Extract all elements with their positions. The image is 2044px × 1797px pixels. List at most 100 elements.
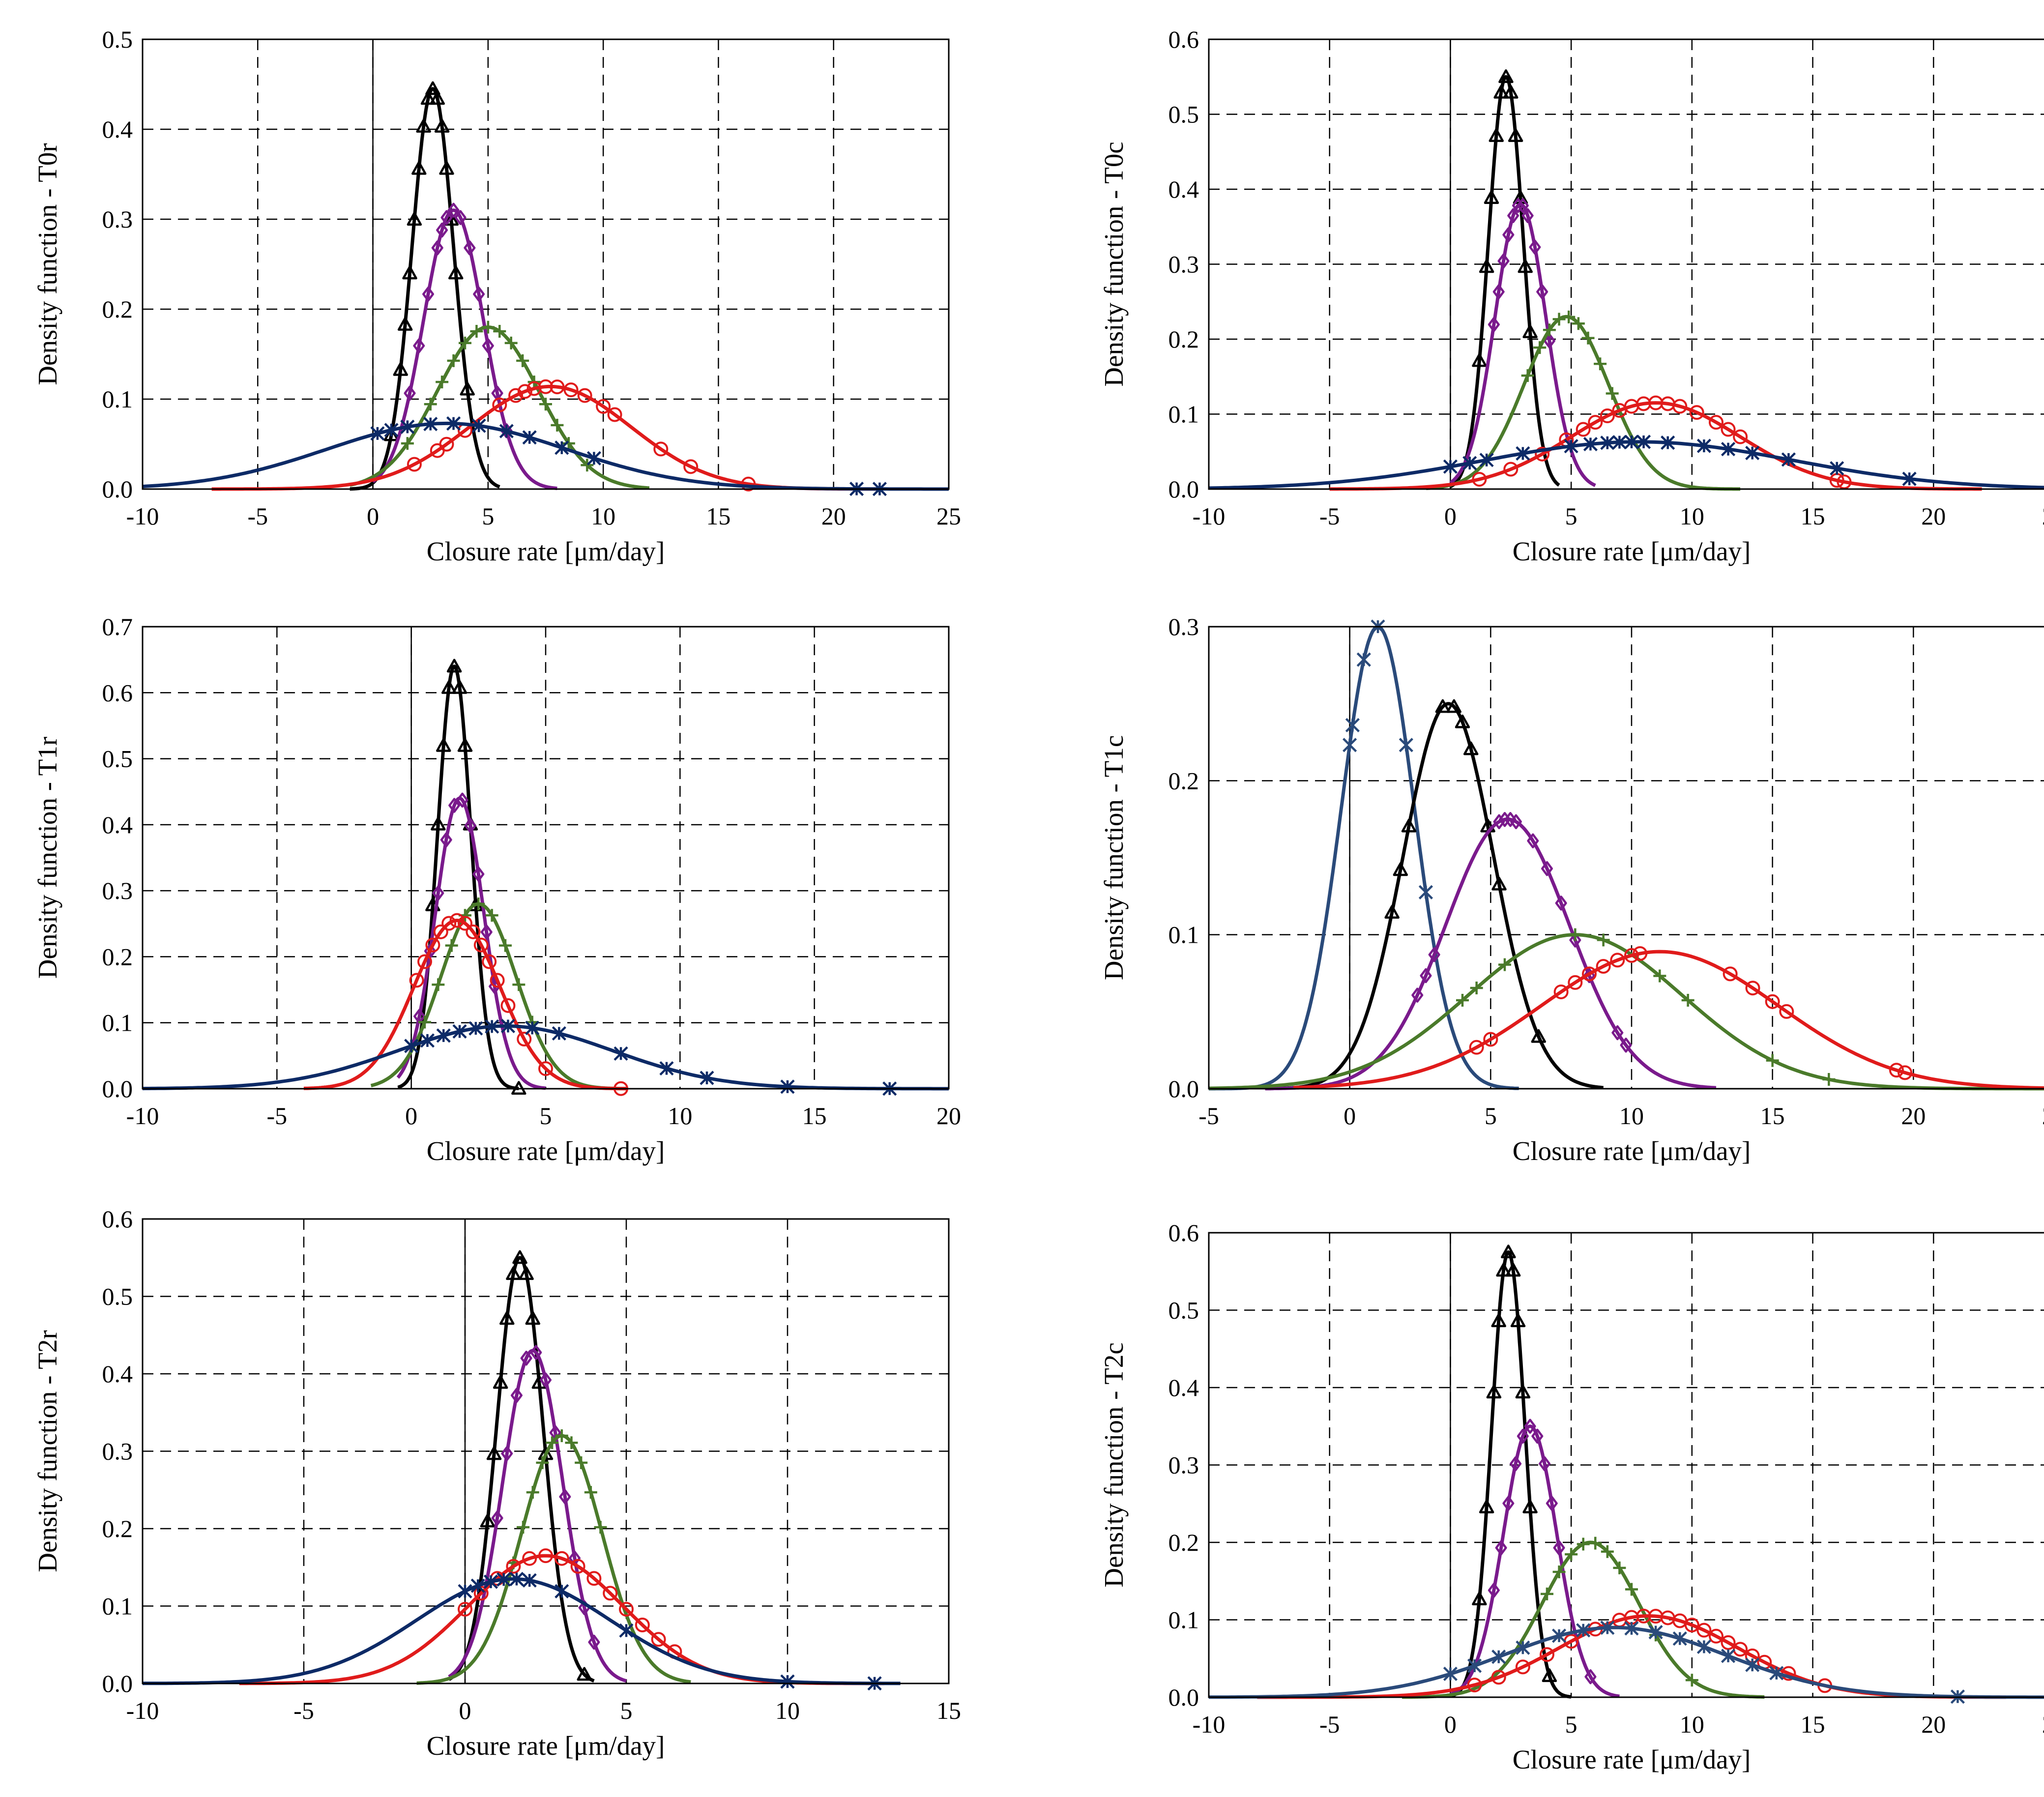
x-tick-label: -5 [1319, 1710, 1340, 1738]
plus-marker [584, 1486, 597, 1499]
plus-marker [539, 398, 552, 411]
triangle-marker [1501, 1245, 1516, 1259]
x-tick-label: 10 [775, 1697, 800, 1724]
triangle-marker [393, 362, 409, 376]
star-marker [1672, 1631, 1687, 1646]
plus-marker [445, 939, 458, 952]
series-plus [349, 320, 650, 490]
circle-marker [409, 973, 424, 988]
triangle-marker [486, 1446, 502, 1460]
star-marker [483, 1574, 498, 1589]
circle-marker [517, 1031, 532, 1046]
circle-marker [492, 397, 507, 412]
diamond-marker [1488, 317, 1500, 332]
triangle-marker [1401, 818, 1417, 833]
star-marker [780, 1674, 795, 1689]
plus-marker [1766, 1054, 1779, 1067]
plus-marker [1577, 1537, 1590, 1551]
star-marker [1443, 1666, 1458, 1681]
plus-marker [594, 1521, 607, 1534]
diamond-marker [1517, 1428, 1529, 1444]
series-plus-curve [416, 1434, 692, 1685]
x-tick-label: 0 [1343, 1102, 1356, 1130]
y-tick-label: 0.3 [1168, 613, 1199, 640]
star-marker [1399, 738, 1413, 753]
plus-marker [459, 336, 471, 349]
plus-marker [432, 978, 445, 991]
y-tick-label: 0.3 [102, 877, 133, 904]
circle-marker [1553, 984, 1569, 999]
series-star [1209, 1620, 2044, 1704]
series-triangle [1449, 1245, 1573, 1699]
x-tick-label: 20 [936, 1102, 961, 1130]
circle-marker [473, 937, 489, 953]
x-tick-label: 20 [821, 502, 846, 530]
y-axis-title: Density function - T1c [1099, 735, 1129, 980]
series-diamond-curve [396, 796, 547, 1090]
plus-marker [472, 898, 485, 910]
circle-marker [466, 924, 481, 939]
plus-marker [1521, 369, 1534, 382]
y-tick-label: 0.3 [102, 1438, 133, 1465]
triangle-marker [434, 118, 450, 133]
circle-marker [1779, 1004, 1794, 1019]
plus-marker [516, 354, 529, 367]
y-tick-label: 0.3 [1168, 1451, 1199, 1479]
chart-panel-t2c: 0.0 0.1 0.2 0.3 0.4 0.5 0.6 -10 -5 0 5 10 15 20 25 Clos… [1099, 1219, 2044, 1774]
star-marker [586, 451, 601, 465]
y-axis-title: Density function - T1r [32, 737, 62, 979]
plus-marker [1589, 1536, 1602, 1550]
triangle-marker [1455, 714, 1470, 728]
y-tick-label: 0.5 [102, 745, 133, 773]
diamond-marker [501, 1446, 513, 1461]
chart-panel-t0c: 0.0 0.1 0.2 0.3 0.4 0.5 0.6 -10 -5 0 5 10 15 20 25 Clos… [1099, 26, 2044, 566]
diamond-marker [464, 818, 476, 833]
triangle-marker [577, 1667, 592, 1681]
x-tick-label: 10 [591, 502, 615, 530]
diamond-marker [440, 210, 453, 225]
series-circle-curve [1329, 401, 1982, 491]
diamond-marker [1553, 1540, 1565, 1556]
circle-marker [407, 457, 422, 472]
star-marker [700, 1071, 714, 1085]
triangle-marker [1463, 741, 1479, 755]
star-marker [1551, 1628, 1567, 1643]
circle-marker [586, 1571, 602, 1586]
series-star [142, 1571, 901, 1691]
triangle-marker [1479, 259, 1494, 273]
triangle-marker [1491, 1313, 1506, 1328]
y-tick-label: 0.0 [102, 475, 133, 503]
diamond-marker [1531, 1428, 1544, 1444]
star-marker [1648, 1625, 1663, 1640]
star-marker [1636, 435, 1651, 449]
circle-marker [603, 1586, 618, 1601]
diamond-marker [1584, 1669, 1597, 1684]
circle-marker [1582, 966, 1597, 982]
diamond-marker [480, 925, 493, 940]
y-tick-label: 0.2 [1168, 325, 1199, 353]
plot-frame [142, 1218, 950, 1684]
triangle-marker [439, 161, 454, 175]
triangle-marker [1503, 85, 1518, 99]
plus-marker [517, 1521, 530, 1534]
series-diamond-curve [372, 208, 558, 491]
chart-panel-t1c: 0.0 0.1 0.2 0.3 -5 0 5 10 15 20 25 Closure rate [μm… [1099, 613, 2044, 1166]
star-marker [780, 1079, 795, 1094]
star-marker [1564, 439, 1578, 454]
y-tick-label: 0.3 [1168, 251, 1199, 278]
x-tick-label: 0 [405, 1102, 417, 1130]
x-tick-label: -10 [126, 1102, 159, 1130]
triangle-marker [1472, 353, 1487, 367]
circle-marker [1596, 959, 1611, 974]
series-diamond [372, 203, 558, 491]
diamond-marker [1536, 284, 1548, 299]
x-tick-label: 0 [367, 502, 379, 530]
triangle-marker [1542, 1668, 1557, 1682]
star-marker [1343, 738, 1357, 753]
x-tick-label: 5 [482, 502, 494, 530]
plus-marker [1533, 341, 1547, 354]
series-star-curve [142, 1024, 949, 1091]
diamond-marker [1510, 1456, 1522, 1472]
series-circle [1329, 395, 1982, 491]
